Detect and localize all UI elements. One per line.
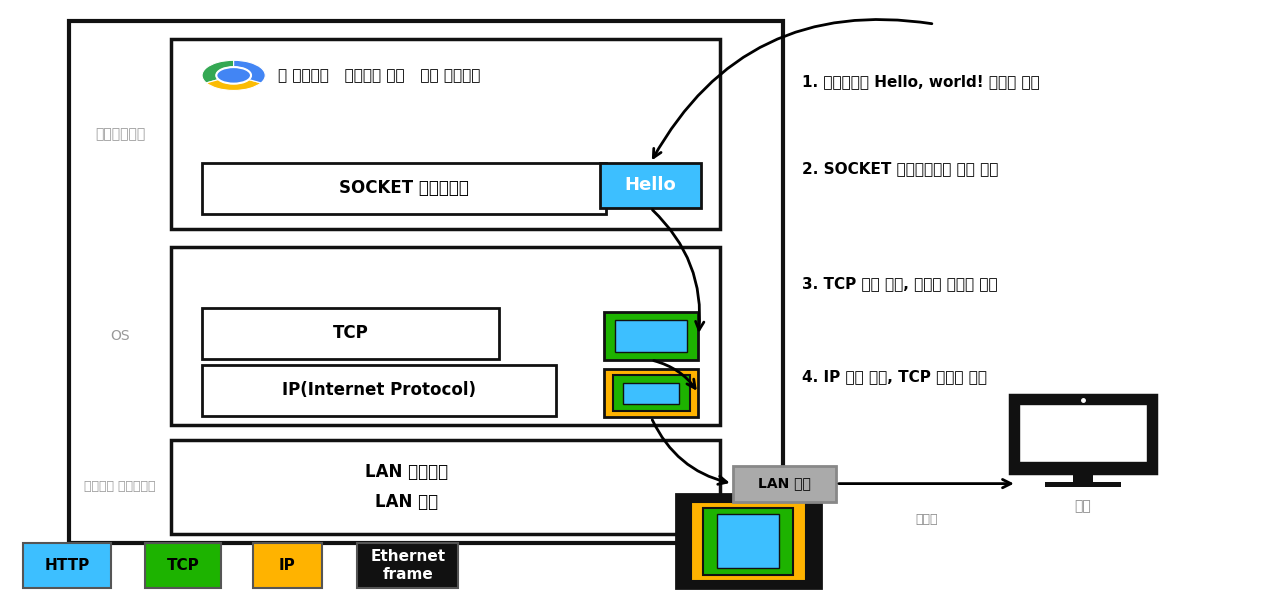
Text: 1. 프로그램이 Hello, world! 메시지 생성: 1. 프로그램이 Hello, world! 메시지 생성	[802, 74, 1039, 89]
Bar	[1072, 472, 1094, 484]
Bar	[676, 494, 821, 588]
Text: LAN 드라이버
LAN 장비: LAN 드라이버 LAN 장비	[365, 463, 448, 511]
Bar	[733, 466, 836, 502]
Bar	[1010, 395, 1156, 473]
Text: OS: OS	[110, 329, 130, 343]
Text: 인터넷: 인터넷	[916, 513, 937, 526]
Bar	[1045, 482, 1120, 487]
Text: IP(Internet Protocol): IP(Internet Protocol)	[282, 382, 476, 399]
Bar	[691, 502, 806, 581]
Text: 웹 브라우저   네트워크 게임   채팅 프로그램: 웹 브라우저 네트워크 게임 채팅 프로그램	[278, 68, 480, 83]
Bar	[615, 320, 687, 352]
Text: 2. SOCKET 라이브러리를 통해 전달: 2. SOCKET 라이브러리를 통해 전달	[802, 162, 998, 176]
Text: IP: IP	[279, 558, 296, 573]
Bar	[623, 382, 679, 404]
Text: SOCKET 라이브러리: SOCKET 라이브러리	[340, 180, 469, 197]
Bar	[717, 514, 779, 568]
Text: TCP: TCP	[332, 324, 369, 342]
Bar	[357, 543, 458, 588]
Bar	[1019, 405, 1147, 462]
Text: Hello: Hello	[625, 177, 676, 194]
Bar	[202, 163, 606, 214]
Text: 애플리케이션: 애플리케이션	[95, 127, 145, 141]
Bar	[171, 440, 720, 534]
Text: 네트워크 인터페이스: 네트워크 인터페이스	[85, 481, 155, 493]
Bar	[171, 39, 720, 229]
Bar	[600, 163, 701, 208]
Text: LAN 카드: LAN 카드	[758, 476, 811, 491]
Wedge shape	[234, 60, 265, 83]
Text: HTTP: HTTP	[44, 558, 90, 573]
Bar	[202, 365, 556, 416]
Wedge shape	[234, 60, 265, 83]
Bar	[69, 21, 783, 543]
Bar	[202, 308, 499, 359]
Text: 4. IP 패킷 생성, TCP 데이터 포함: 4. IP 패킷 생성, TCP 데이터 포함	[802, 370, 986, 384]
Wedge shape	[202, 60, 234, 83]
Bar	[703, 508, 793, 575]
Bar	[604, 369, 698, 417]
Text: Ethernet
frame: Ethernet frame	[370, 549, 446, 582]
Circle shape	[216, 67, 251, 84]
Text: TCP: TCP	[167, 558, 200, 573]
Text: 서버: 서버	[1075, 499, 1091, 514]
Bar	[253, 543, 322, 588]
Wedge shape	[206, 80, 261, 90]
Bar	[604, 312, 698, 360]
Bar	[613, 375, 690, 411]
Bar	[23, 543, 111, 588]
Text: 3. TCP 정보 생성, 메시지 데이터 포함: 3. TCP 정보 생성, 메시지 데이터 포함	[802, 276, 998, 291]
Bar	[145, 543, 221, 588]
Bar	[171, 247, 720, 425]
